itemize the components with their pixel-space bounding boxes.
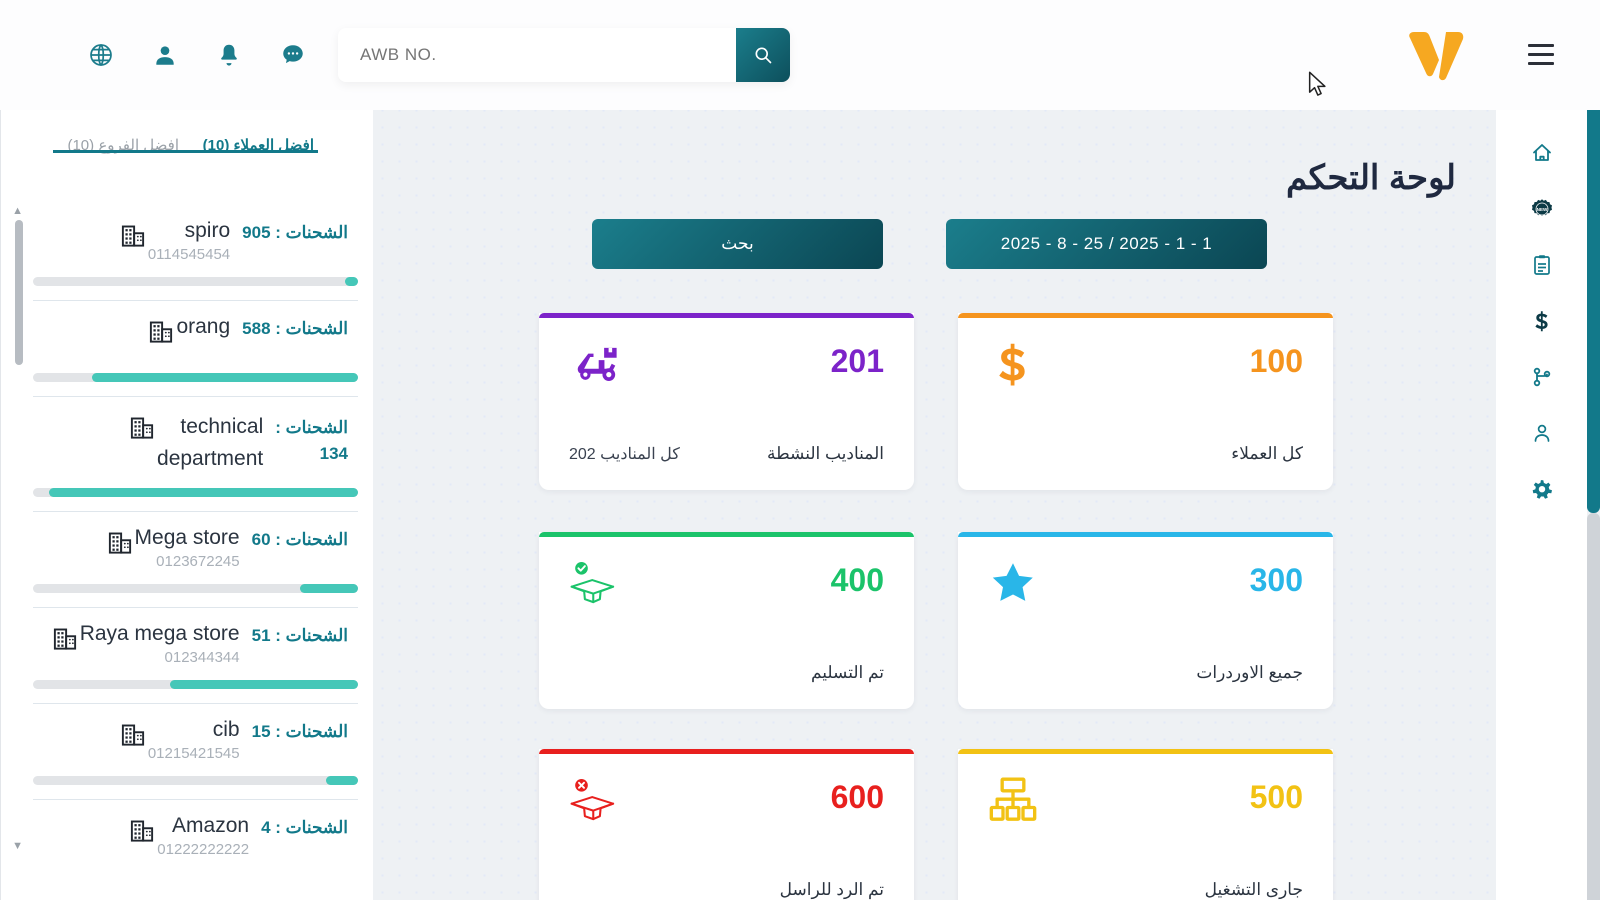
svg-text:NEW: NEW — [1537, 207, 1548, 212]
